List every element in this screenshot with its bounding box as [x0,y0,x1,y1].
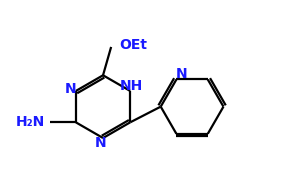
Text: N: N [95,136,107,150]
Text: N: N [176,67,187,81]
Text: OEt: OEt [119,38,147,52]
Text: H₂N: H₂N [16,115,46,129]
Text: NH: NH [120,79,143,93]
Text: N: N [65,82,77,96]
